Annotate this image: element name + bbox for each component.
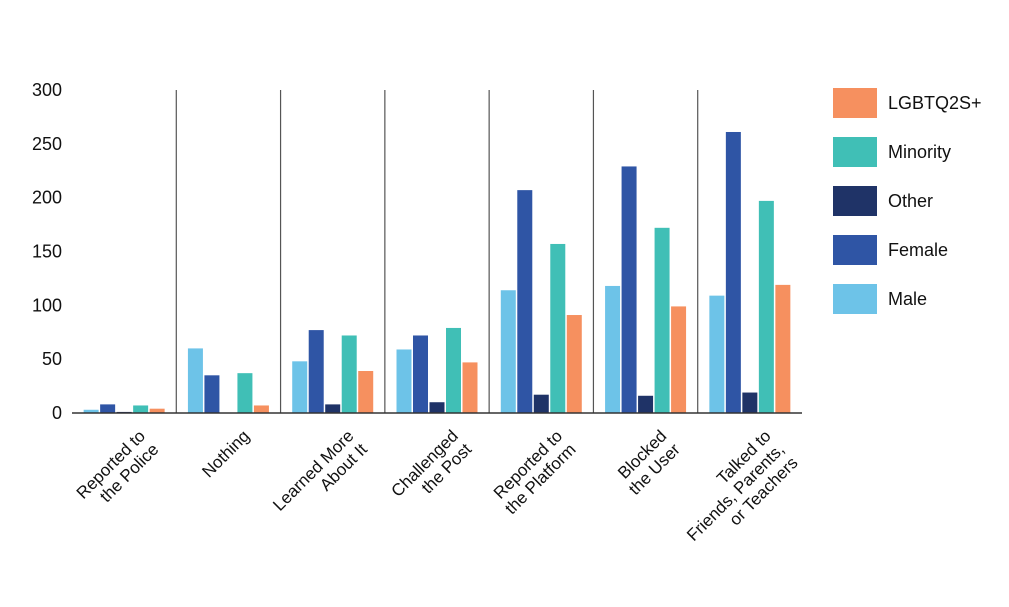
bar-minority — [654, 227, 670, 413]
x-category-label: Reported tothe Platform — [488, 426, 580, 518]
y-tick-label: 100 — [32, 295, 62, 315]
bar-minority — [133, 405, 149, 413]
bar-other — [638, 395, 654, 413]
bar-lgbtq2s- — [462, 362, 478, 413]
x-category-label: Learned MoreAbout It — [269, 426, 371, 528]
x-category-label: Reported tothe Police — [73, 426, 163, 516]
y-tick-label: 300 — [32, 80, 62, 100]
bar-male — [396, 349, 412, 413]
bar-lgbtq2s- — [149, 408, 165, 413]
bar-female — [725, 131, 741, 414]
legend-swatch — [833, 284, 877, 314]
bar-female — [204, 375, 220, 413]
bar-other — [742, 392, 758, 413]
x-category-label: Blockedthe User — [612, 426, 685, 499]
bar-other — [533, 394, 549, 413]
bar-male — [500, 290, 516, 413]
bar-other — [325, 404, 341, 413]
legend-label: Female — [888, 240, 948, 260]
bar-lgbtq2s- — [253, 405, 269, 413]
legend-label: LGBTQ2S+ — [888, 93, 982, 113]
y-tick-label: 150 — [32, 242, 62, 262]
y-tick-label: 250 — [32, 134, 62, 154]
bar-male — [605, 285, 621, 413]
bar-other — [429, 402, 445, 413]
bar-female — [308, 330, 324, 413]
y-tick-label: 0 — [52, 403, 62, 423]
bar-female — [621, 166, 637, 413]
legend-swatch — [833, 88, 877, 118]
bar-minority — [550, 243, 566, 413]
bar-minority — [446, 327, 461, 413]
bar-lgbtq2s- — [566, 315, 582, 413]
y-tick-label: 200 — [32, 188, 62, 208]
bar-female — [413, 335, 428, 413]
x-category-label-line: Nothing — [198, 426, 253, 481]
x-category-label: Nothing — [198, 426, 253, 481]
bar-male — [187, 348, 203, 413]
legend-label: Minority — [888, 142, 951, 162]
legend: LGBTQ2S+ Minority Other Female Male — [833, 88, 982, 314]
bar-minority — [237, 373, 253, 413]
bar-male — [709, 295, 725, 413]
bars-group — [83, 131, 791, 414]
bar-female — [517, 190, 533, 413]
y-tick-label: 50 — [42, 349, 62, 369]
bar-minority — [341, 335, 357, 413]
category-separators — [175, 90, 699, 413]
y-axis-tick-labels: 0 50 100 150 200 250 300 — [32, 80, 62, 423]
legend-label: Male — [888, 289, 927, 309]
legend-label: Other — [888, 191, 933, 211]
legend-swatch — [833, 235, 877, 265]
x-axis-category-labels: Reported tothe Police Nothing Learned More… — [73, 426, 802, 558]
legend-swatch — [833, 186, 877, 216]
bar-male — [292, 361, 308, 413]
bar-male — [83, 409, 99, 413]
bar-lgbtq2s- — [671, 306, 687, 413]
legend-swatch — [833, 137, 877, 167]
x-category-label: Challengedthe Post — [388, 426, 476, 514]
x-category-label: Talked toFriends, Parents,or Teachers — [670, 426, 802, 558]
bar-lgbtq2s- — [775, 284, 791, 413]
bar-female — [100, 404, 116, 413]
bar-lgbtq2s- — [358, 371, 374, 413]
bar-minority — [758, 200, 774, 413]
